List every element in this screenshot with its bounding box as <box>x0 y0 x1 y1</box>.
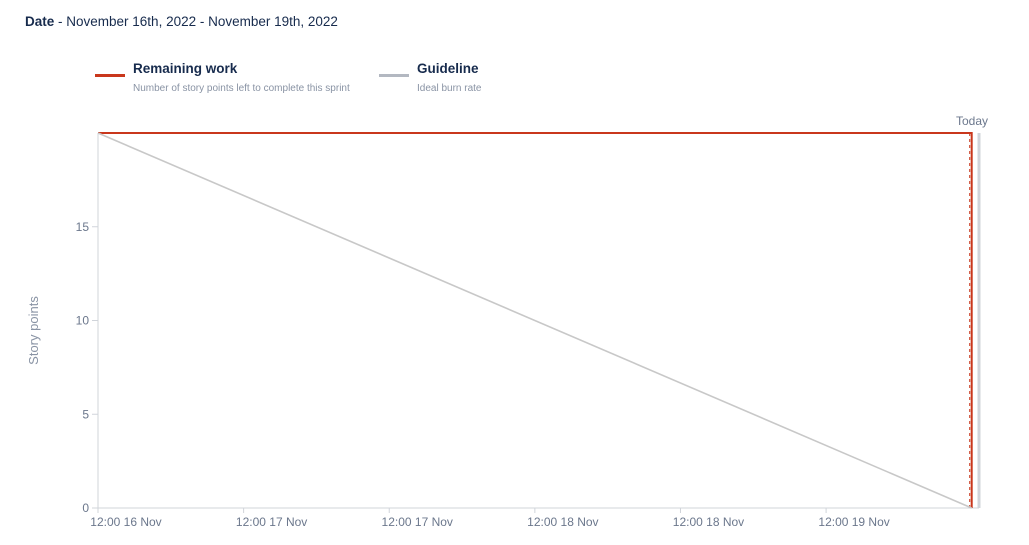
x-tick-label: 12:00 18 Nov <box>527 515 598 529</box>
remaining-work-swatch <box>95 74 125 77</box>
date-range-header: Date - November 16th, 2022 - November 19… <box>25 14 338 29</box>
chart-labels: 0 5 10 15 12:00 16 Nov 12:00 17 Nov 12:00 17 N… <box>26 114 988 529</box>
chart-series <box>97 132 973 509</box>
y-tick-label: 10 <box>76 314 90 328</box>
today-label: Today <box>956 114 988 128</box>
y-tick-label: 0 <box>82 501 89 515</box>
x-tick-label: 12:00 17 Nov <box>382 515 453 529</box>
legend-desc-guideline: Ideal burn rate <box>417 83 482 94</box>
x-tick-label: 12:00 17 Nov <box>236 515 307 529</box>
x-tick-label: 12:00 18 Nov <box>673 515 744 529</box>
x-tick-label: 12:00 19 Nov <box>818 515 889 529</box>
guideline-series-line <box>97 132 973 509</box>
legend-desc-remaining-work: Number of story points left to complete … <box>133 83 350 94</box>
y-axis-title: Story points <box>26 296 41 365</box>
date-label: Date <box>25 14 55 29</box>
chart-axes <box>92 133 981 513</box>
y-tick-label: 15 <box>76 220 90 234</box>
legend-title-remaining-work: Remaining work <box>133 61 238 76</box>
y-tick-label: 5 <box>82 407 89 421</box>
x-tick-label: 12:00 16 Nov <box>90 515 161 529</box>
remaining-work-series-line <box>98 132 973 508</box>
date-separator: - <box>54 14 67 29</box>
guideline-swatch <box>379 74 409 77</box>
legend-title-guideline: Guideline <box>417 61 479 76</box>
date-range-value: November 16th, 2022 - November 19th, 202… <box>66 14 338 29</box>
